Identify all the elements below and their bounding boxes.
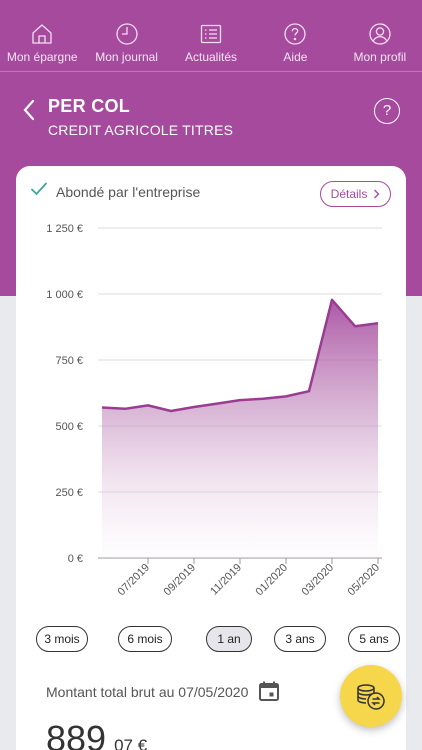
- y-tick-label: 250 €: [55, 487, 83, 499]
- home-icon: [32, 24, 52, 44]
- abonde-label: Abondé par l'entreprise: [56, 184, 201, 200]
- nav-label: Mon épargne: [6, 50, 78, 64]
- nav-label: Actualités: [185, 50, 238, 64]
- top-nav: Mon épargne Mon journal Actualités Aide …: [0, 0, 422, 72]
- savings-card: Abondé par l'entreprise Détails 1 250 €1…: [16, 166, 406, 750]
- page-header: PER COL CREDIT AGRICOLE TITRES ?: [0, 90, 422, 150]
- chart-area: [102, 299, 378, 558]
- chevron-right-icon: [374, 189, 380, 199]
- chart-line: [101, 298, 379, 413]
- period-label: 5 ans: [359, 632, 389, 646]
- nav-item-mon-journal[interactable]: Mon journal: [84, 0, 168, 71]
- nav-label: Mon profil: [353, 50, 407, 64]
- x-tick-label: 07/2019: [116, 562, 153, 599]
- details-label: Détails: [330, 187, 368, 201]
- nav-item-aide[interactable]: Aide: [253, 0, 337, 71]
- performance-chart: 1 250 € 1 000 € 750 € 500 € 250 € 0 € 07/2019…: [46, 223, 383, 599]
- period-label: 1 an: [217, 632, 241, 646]
- y-tick-label: 500 €: [55, 421, 83, 433]
- x-tick-label: 01/2020: [254, 562, 291, 599]
- news-list-icon: [200, 24, 222, 44]
- period-label: 6 mois: [127, 632, 163, 646]
- profile-icon: [369, 23, 391, 45]
- amount-integer: 889: [46, 718, 107, 750]
- nav-label: Aide: [283, 50, 308, 64]
- period-5-ans-button[interactable]: 5 ans: [348, 626, 400, 652]
- back-chevron-icon[interactable]: [18, 98, 42, 122]
- amount-decimal: 07 €: [114, 736, 148, 750]
- period-label: 3 mois: [44, 632, 80, 646]
- nav-item-mon-profil[interactable]: Mon profil: [338, 0, 422, 71]
- help-button[interactable]: ?: [374, 98, 400, 124]
- amount-label: Montant total brut au 07/05/2020: [46, 684, 249, 700]
- period-3-ans-button[interactable]: 3 ans: [274, 626, 326, 652]
- nav-item-mon-epargne[interactable]: Mon épargne: [0, 0, 84, 71]
- period-1-an-button[interactable]: 1 an: [206, 626, 252, 652]
- y-tick-label: 1 250 €: [46, 223, 83, 235]
- x-tick-label: 09/2019: [162, 562, 199, 599]
- page-subtitle: CREDIT AGRICOLE TITRES: [48, 122, 234, 138]
- y-tick-label: 0 €: [68, 553, 83, 565]
- details-button[interactable]: Détails: [320, 181, 391, 207]
- nav-item-actualites[interactable]: Actualités: [169, 0, 253, 71]
- period-selector: 3 mois 6 mois 1 an 3 ans 5 ans: [26, 626, 406, 654]
- coins-exchange-icon: [357, 684, 385, 710]
- total-amount: 889 07 €: [46, 718, 147, 750]
- page-title: PER COL: [48, 96, 131, 116]
- help-icon: [284, 23, 307, 45]
- period-6-mois-button[interactable]: 6 mois: [118, 626, 172, 652]
- x-tick-label: 03/2020: [300, 562, 337, 599]
- calendar-icon[interactable]: [258, 680, 280, 702]
- x-tick-label: 11/2019: [208, 562, 244, 598]
- period-label: 3 ans: [285, 632, 315, 646]
- transfer-coins-button[interactable]: [340, 665, 402, 727]
- x-tick-label: 05/2020: [346, 562, 383, 599]
- nav-label: Mon journal: [95, 50, 158, 64]
- y-tick-label: 750 €: [55, 355, 83, 367]
- period-3-mois-button[interactable]: 3 mois: [36, 626, 88, 652]
- check-icon: [31, 182, 47, 196]
- y-tick-label: 1 000 €: [46, 289, 83, 301]
- clock-icon: [115, 23, 138, 45]
